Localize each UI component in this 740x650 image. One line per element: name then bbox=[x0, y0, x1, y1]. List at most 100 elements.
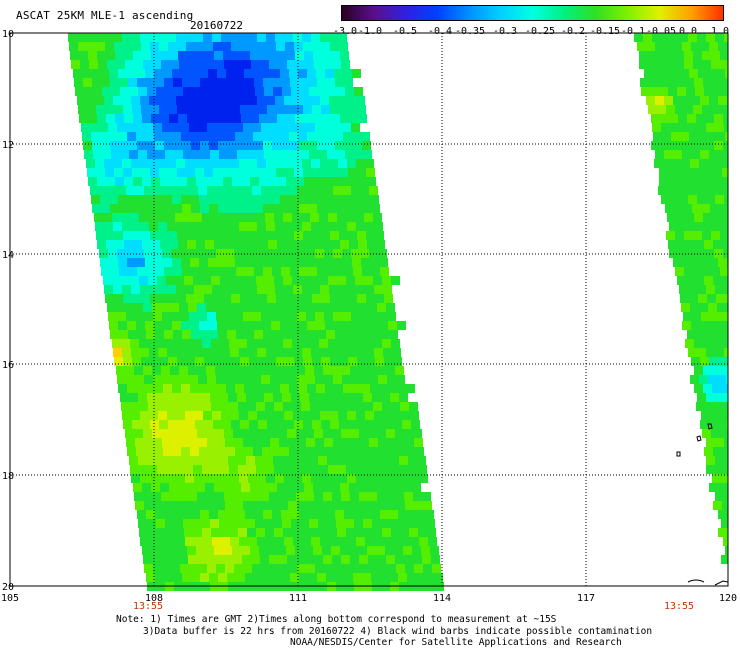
swath-cell bbox=[309, 519, 318, 528]
swath-cell bbox=[309, 393, 318, 402]
swath-cell bbox=[654, 159, 663, 168]
swath-cell bbox=[312, 420, 321, 429]
swath-cell bbox=[325, 447, 334, 456]
swath-cell bbox=[664, 96, 673, 105]
swath-cell bbox=[680, 69, 689, 78]
swath-cell bbox=[262, 69, 271, 78]
swath-cell bbox=[726, 159, 728, 168]
swath-cell bbox=[245, 78, 254, 87]
swath-cell bbox=[282, 519, 291, 528]
swath-cell bbox=[197, 492, 206, 501]
swath-cell bbox=[206, 60, 215, 69]
swath-cell bbox=[234, 501, 243, 510]
swath-cell bbox=[286, 240, 295, 249]
swath-cell bbox=[153, 438, 162, 447]
swath-cell bbox=[697, 123, 706, 132]
swath-cell bbox=[364, 402, 373, 411]
swath-cell bbox=[115, 114, 124, 123]
swath-cell bbox=[326, 573, 335, 582]
swath-cell bbox=[230, 537, 239, 546]
swath-cell bbox=[188, 429, 197, 438]
swath-cell bbox=[401, 537, 410, 546]
swath-cell bbox=[696, 114, 705, 123]
swath-cell bbox=[250, 177, 259, 186]
swath-cell bbox=[168, 231, 177, 240]
swath-cell bbox=[118, 258, 127, 267]
swath-cell bbox=[412, 483, 421, 492]
swath-cell bbox=[223, 546, 232, 555]
swath-cell bbox=[260, 60, 269, 69]
note-line-2: 3)Data buffer is 22 hrs from 20160722 4)… bbox=[143, 625, 653, 637]
swath-cell bbox=[400, 402, 409, 411]
swath-cell bbox=[79, 114, 88, 123]
swath-cell bbox=[276, 42, 285, 51]
swath-cell bbox=[660, 114, 669, 123]
swath-cell bbox=[304, 51, 313, 60]
swath-cell bbox=[653, 132, 662, 141]
swath-cell bbox=[387, 312, 396, 321]
swath-cell bbox=[87, 42, 96, 51]
swath-cell bbox=[172, 384, 181, 393]
swath-cell bbox=[157, 276, 166, 285]
swath-cell bbox=[320, 222, 329, 231]
swath-cell bbox=[254, 78, 263, 87]
swath-cell bbox=[294, 105, 303, 114]
swath-cell bbox=[227, 573, 236, 582]
swath-cell bbox=[235, 321, 244, 330]
swath-cell bbox=[119, 330, 128, 339]
swath-cell bbox=[221, 411, 230, 420]
longitude-label: 108 bbox=[145, 593, 163, 604]
swath-cell bbox=[277, 51, 286, 60]
swath-cell bbox=[333, 501, 342, 510]
color-scale-labels: -3.0 -1.0 -0.5 -0.4 -0.35 -0.3 -0.25 -0.2 -0.15-… bbox=[330, 26, 740, 38]
swath-cell bbox=[651, 114, 660, 123]
swath-cell bbox=[265, 402, 274, 411]
swath-cell bbox=[288, 564, 297, 573]
swath-cell bbox=[139, 213, 148, 222]
swath-cell bbox=[171, 186, 180, 195]
swath-cell bbox=[257, 96, 266, 105]
swath-cell bbox=[306, 501, 315, 510]
swath-cell bbox=[215, 429, 224, 438]
swath-cell bbox=[186, 42, 195, 51]
swath-cell bbox=[226, 195, 235, 204]
swath-cell bbox=[358, 240, 367, 249]
swath-cell bbox=[359, 366, 368, 375]
swath-cell bbox=[203, 537, 212, 546]
swath-cell bbox=[413, 429, 422, 438]
swath-cell bbox=[662, 69, 671, 78]
swath-cell bbox=[417, 456, 426, 465]
swath-cell bbox=[725, 69, 728, 78]
swath-cell bbox=[377, 555, 386, 564]
swath-cell bbox=[207, 123, 216, 132]
swath-cell bbox=[361, 321, 370, 330]
swath-cell bbox=[242, 303, 251, 312]
swath-cell bbox=[351, 375, 360, 384]
swath-cell bbox=[270, 375, 279, 384]
swath-cell bbox=[107, 303, 116, 312]
swath-cell bbox=[218, 204, 227, 213]
swath-cell bbox=[644, 69, 653, 78]
swath-cell bbox=[323, 303, 332, 312]
swath-cell bbox=[128, 78, 137, 87]
swath-cell bbox=[75, 87, 84, 96]
swath-cell bbox=[148, 528, 157, 537]
swath-cell bbox=[284, 96, 293, 105]
swath-cell bbox=[78, 105, 87, 114]
swath-cell bbox=[723, 537, 728, 546]
swath-cell bbox=[360, 186, 369, 195]
swath-cell bbox=[327, 456, 336, 465]
swath-cell bbox=[69, 42, 78, 51]
swath-cell bbox=[384, 357, 393, 366]
swath-cell bbox=[110, 204, 119, 213]
swath-cell bbox=[207, 312, 216, 321]
swath-cell bbox=[282, 150, 291, 159]
swath-cell bbox=[703, 384, 712, 393]
swath-cell bbox=[322, 483, 331, 492]
swath-cell bbox=[226, 447, 235, 456]
swath-cell bbox=[176, 474, 185, 483]
swath-cell bbox=[269, 555, 278, 564]
swath-cell bbox=[423, 564, 432, 573]
swath-cell bbox=[678, 141, 687, 150]
swath-cell bbox=[361, 258, 370, 267]
